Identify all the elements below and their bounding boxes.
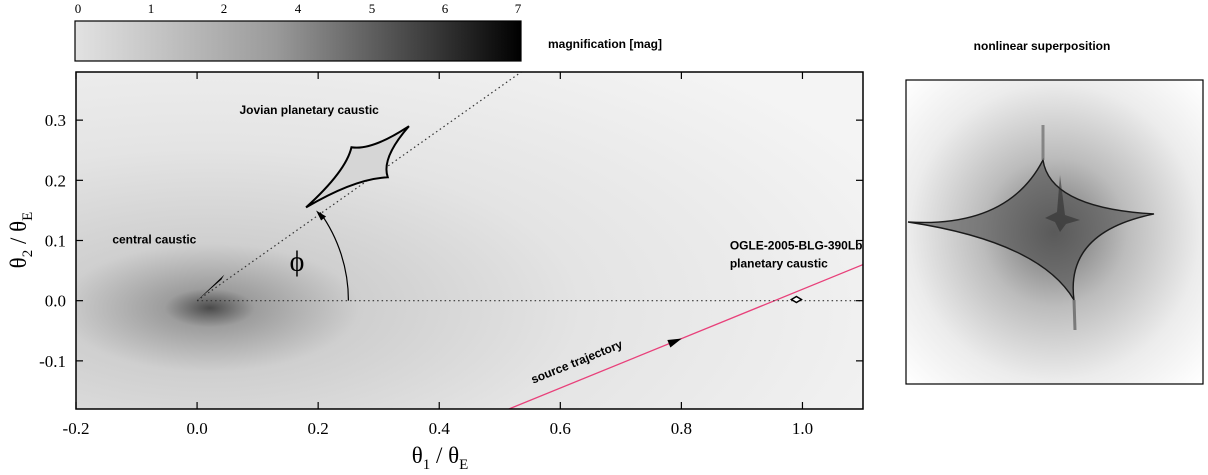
colorbar-tick-label: 2: [221, 1, 228, 16]
source-trajectory-line: [508, 263, 863, 409]
colorbar-tick-label: 4: [295, 1, 302, 16]
colorbar-tick-label: 6: [442, 1, 449, 16]
x-tick-label: -0.2: [63, 419, 90, 438]
colorbar-ticks: 0 1 2 4 5 6 7: [75, 1, 522, 16]
colorbar-tick-label: 1: [148, 1, 155, 16]
y-tick-label: -0.1: [39, 352, 66, 371]
x-axis: -0.2 0.0 0.2 0.4 0.6 0.8 1.0: [63, 72, 813, 438]
x-tick-label: 0.2: [308, 419, 329, 438]
colorbar-tick-label: 5: [369, 1, 376, 16]
central-caustic-label: central caustic: [112, 233, 196, 247]
plot-marks: [196, 72, 863, 409]
x-axis-label: θ1 / θE: [412, 443, 469, 473]
y-tick-label: 0.3: [45, 111, 66, 130]
inset-cusp-bottom: [1072, 299, 1077, 331]
ogle-caustic-point: [789, 295, 803, 304]
jovian-label: Jovian planetary caustic: [239, 103, 379, 117]
jovian-caustic: [305, 125, 410, 209]
colorbar-bar: [74, 20, 522, 62]
y-tick-label: 0.1: [45, 232, 66, 251]
colorbar-tick-label: 0: [75, 1, 82, 16]
phi-label: ϕ: [290, 247, 305, 278]
y-tick-label: 0.0: [45, 292, 66, 311]
x-tick-label: 0.6: [550, 419, 571, 438]
inset-title: nonlinear superposition: [974, 39, 1111, 53]
inset-inner-caustic: [1045, 175, 1080, 232]
colorbar: 0 1 2 4 5 6 7 magnification [mag]: [74, 1, 662, 62]
inset-frame: [905, 79, 1204, 385]
x-tick-label: 0.4: [429, 419, 451, 438]
ogle-label-line2: planetary caustic: [730, 257, 828, 271]
y-tick-label: 0.2: [45, 171, 66, 190]
x-tick-label: 0.0: [186, 419, 207, 438]
colorbar-label: magnification [mag]: [548, 37, 662, 51]
main-plot: -0.2 0.0 0.2 0.4 0.6 0.8 1.0 -0.10.00.10.20.3 …: [6, 71, 864, 473]
phi-arc: [319, 212, 350, 301]
inset-caustic: [907, 157, 1155, 301]
phi-arc-arrow: [316, 210, 327, 221]
x-tick-label: 1.0: [792, 419, 813, 438]
inset-panel: nonlinear superposition: [905, 39, 1204, 385]
trajectory-arrow: [667, 338, 682, 348]
y-axis: -0.1 0.0 0.1 0.2 0.3: [39, 111, 863, 371]
central-caustic: [197, 274, 225, 301]
ogle-label-line1: OGLE-2005-BLG-390Lb: [730, 239, 863, 253]
plot-background: [76, 72, 863, 409]
x-tick-label: 0.8: [671, 419, 692, 438]
colorbar-tick-label: 7: [515, 1, 522, 16]
y-axis-label: θ2 / θE: [6, 212, 36, 269]
